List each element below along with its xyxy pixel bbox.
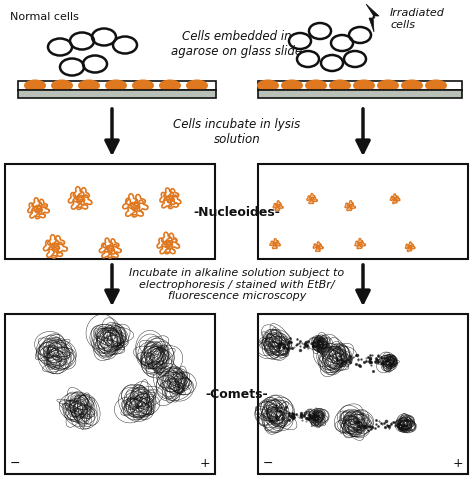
Ellipse shape [132,81,154,92]
Ellipse shape [159,81,181,92]
Text: −: − [10,456,20,469]
Text: Cells incubate in lysis
solution: Cells incubate in lysis solution [173,118,301,146]
Ellipse shape [257,81,279,92]
Text: -Comets-: -Comets- [206,387,268,401]
Text: -Nucleoides-: -Nucleoides- [193,205,281,219]
Bar [5,314,215,474]
Ellipse shape [377,81,399,92]
Bar [258,164,468,260]
Text: Irradiated
cells: Irradiated cells [390,8,445,30]
Text: Normal cells: Normal cells [10,12,79,22]
Ellipse shape [401,81,423,92]
Bar [258,91,462,99]
Bar [5,164,215,260]
Ellipse shape [281,81,303,92]
Polygon shape [366,5,379,33]
Ellipse shape [329,81,351,92]
Ellipse shape [353,81,375,92]
Ellipse shape [305,81,327,92]
Text: +: + [200,456,210,469]
Ellipse shape [78,81,100,92]
Ellipse shape [186,81,208,92]
Bar [258,82,462,91]
Text: Incubate in alkaline solution subject to
electrophoresis / stained with EtBr/
fl: Incubate in alkaline solution subject to… [129,267,345,301]
Text: −: − [263,456,273,469]
Text: Cells embedded in
agarose on glass slide: Cells embedded in agarose on glass slide [172,30,302,58]
Ellipse shape [105,81,127,92]
Ellipse shape [24,81,46,92]
Text: +: + [453,456,464,469]
Bar [18,91,216,99]
Bar [18,82,216,91]
Bar [258,314,468,474]
Ellipse shape [425,81,447,92]
Ellipse shape [51,81,73,92]
